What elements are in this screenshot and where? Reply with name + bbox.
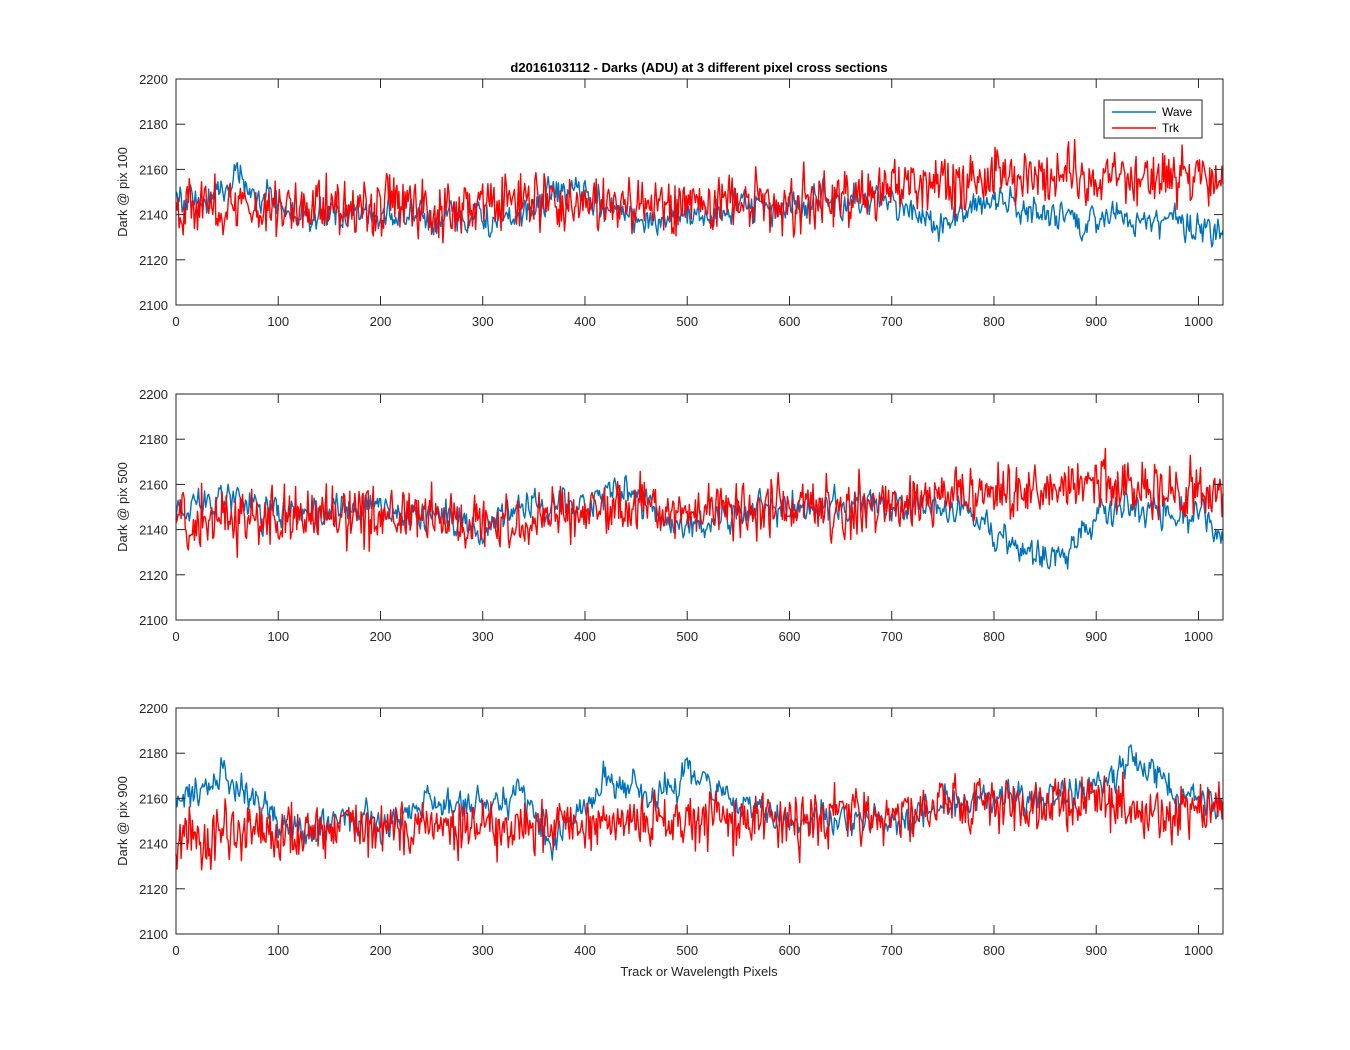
- x-tick-label: 1000: [1184, 629, 1213, 644]
- x-tick-label: 500: [676, 629, 698, 644]
- series-line-trk: [175, 138, 1224, 244]
- series-line-trk: [175, 447, 1224, 558]
- x-tick-label: 1000: [1184, 314, 1213, 329]
- x-tick-label: 700: [881, 314, 903, 329]
- x-tick-label: 600: [779, 314, 801, 329]
- panel-2: 0 100 200 300 400 500 600 700 800 900 1000 2100 2120…: [115, 387, 1224, 644]
- y-tick-label: 2200: [139, 72, 168, 87]
- y-axis-label: Dark @ pix 500: [115, 462, 130, 552]
- x-tick-label: 300: [472, 629, 494, 644]
- y-tick-label: 2180: [139, 117, 168, 132]
- y-axis-label: Dark @ pix 900: [115, 776, 130, 866]
- x-tick-label: 500: [676, 943, 698, 958]
- x-tick-label: 200: [370, 629, 392, 644]
- y-tick-label: 2140: [139, 837, 168, 852]
- x-tick-label: 100: [267, 314, 289, 329]
- y-tick-label: 2160: [139, 477, 168, 492]
- x-tick-label: 900: [1085, 629, 1107, 644]
- x-tick-label: 800: [983, 314, 1005, 329]
- y-tick-label: 2120: [139, 882, 168, 897]
- y-tick-label: 2180: [139, 432, 168, 447]
- x-tick-label: 400: [574, 629, 596, 644]
- x-tick-label: 400: [574, 943, 596, 958]
- x-tick-label: 800: [983, 629, 1005, 644]
- x-tick-label: 700: [881, 629, 903, 644]
- y-tick-label: 2200: [139, 387, 168, 402]
- x-tick-label: 800: [983, 943, 1005, 958]
- x-tick-label: 200: [370, 314, 392, 329]
- legend-label-trk: Trk: [1162, 121, 1180, 135]
- series-line-trk: [175, 771, 1224, 871]
- x-tick-label: 300: [472, 943, 494, 958]
- chart-title: d2016103112 - Darks (ADU) at 3 different…: [510, 60, 887, 75]
- y-axis-label: Dark @ pix 100: [115, 147, 130, 237]
- x-tick-label: 0: [172, 943, 179, 958]
- axes-frame: [175, 707, 1224, 935]
- x-tick-label: 900: [1085, 943, 1107, 958]
- plots: 0 100 200 300 400 500 600 700 800 900 100021002120…: [115, 72, 1224, 958]
- x-tick-label: 500: [676, 314, 698, 329]
- x-tick-label: 600: [779, 943, 801, 958]
- y-tick-label: 2140: [139, 208, 168, 223]
- axes-frame: [175, 393, 1224, 621]
- x-tick-label: 700: [881, 943, 903, 958]
- y-tick-label: 2100: [139, 927, 168, 942]
- y-tick-label: 2160: [139, 791, 168, 806]
- panel-3: 0 100 200 300 400 500 600 700 800 900 1000 2100 2120…: [115, 701, 1224, 958]
- y-tick-label: 2120: [139, 253, 168, 268]
- y-tick-label: 2180: [139, 746, 168, 761]
- x-tick-label: 900: [1085, 314, 1107, 329]
- axes-frame: [175, 78, 1224, 306]
- x-tick-label: 100: [267, 629, 289, 644]
- y-tick-label: 2140: [139, 523, 168, 538]
- y-tick-label: 2160: [139, 162, 168, 177]
- x-tick-label: 600: [779, 629, 801, 644]
- panel-1: 0 100 200 300 400 500 600 700 800 900 1000 2100 2120…: [115, 72, 1224, 329]
- x-tick-label: 400: [574, 314, 596, 329]
- y-tick-label: 2200: [139, 701, 168, 716]
- x-tick-label: 0: [172, 629, 179, 644]
- x-tick-label: 1000: [1184, 943, 1213, 958]
- x-tick-label: 100: [267, 943, 289, 958]
- x-tick-label: 0: [172, 314, 179, 329]
- y-tick-label: 2100: [139, 298, 168, 313]
- y-tick-label: 2100: [139, 613, 168, 628]
- y-tick-label: 2120: [139, 568, 168, 583]
- x-tick-label: 300: [472, 314, 494, 329]
- legend-box: [1103, 99, 1203, 139]
- x-tick-label: 200: [370, 943, 392, 958]
- legend-label-wave: Wave: [1162, 105, 1193, 119]
- x-axis-label: Track or Wavelength Pixels: [620, 964, 778, 979]
